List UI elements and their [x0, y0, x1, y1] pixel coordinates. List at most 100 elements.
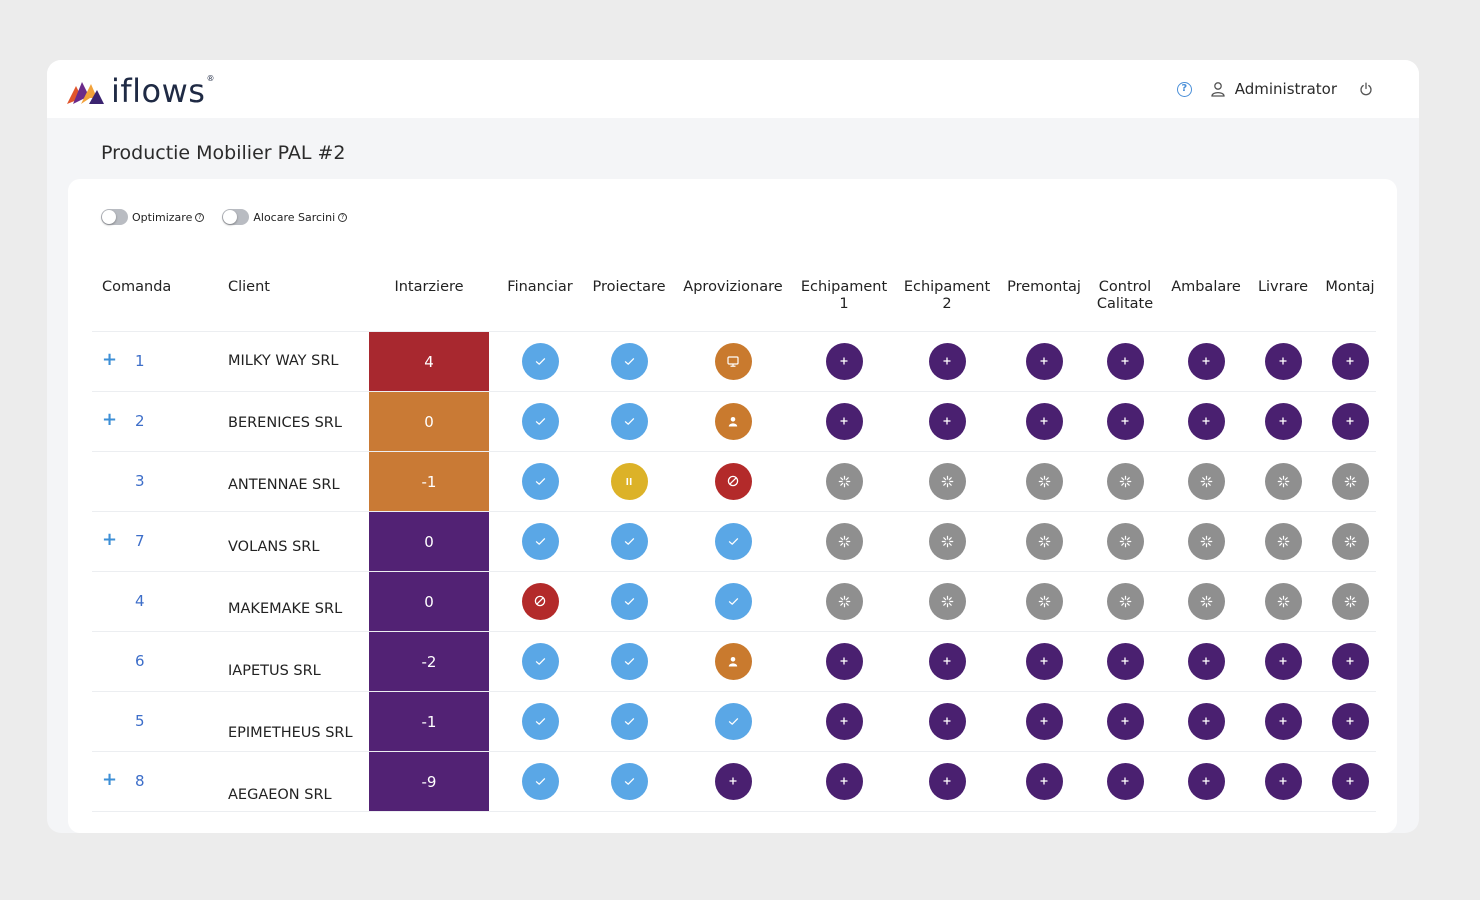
status-waiting-button[interactable] — [825, 522, 863, 560]
status-waiting-button[interactable] — [1187, 522, 1225, 560]
status-done-button[interactable] — [521, 522, 559, 560]
status-waiting-button[interactable] — [928, 522, 966, 560]
alocare-sarcini-toggle[interactable] — [222, 209, 250, 225]
status-waiting-button[interactable] — [1187, 582, 1225, 620]
column-header-step[interactable]: Livrare — [1228, 279, 1338, 296]
status-blocked-button[interactable] — [714, 462, 752, 500]
status-waiting-button[interactable] — [1106, 462, 1144, 500]
status-waiting-button[interactable] — [1025, 462, 1063, 500]
optimizare-help-icon[interactable]: ? — [195, 212, 205, 222]
status-person-button[interactable] — [714, 402, 752, 440]
status-todo-button[interactable] — [1187, 402, 1225, 440]
status-done-button[interactable] — [521, 762, 559, 800]
help-icon[interactable]: ? — [1176, 81, 1192, 97]
status-done-button[interactable] — [610, 582, 648, 620]
status-todo-button[interactable] — [1264, 642, 1302, 680]
status-todo-button[interactable] — [1264, 702, 1302, 740]
status-done-button[interactable] — [610, 642, 648, 680]
status-waiting-button[interactable] — [1264, 522, 1302, 560]
optimizare-toggle[interactable] — [101, 209, 128, 225]
order-number-link[interactable]: 8 — [135, 772, 145, 790]
order-number-link[interactable]: 1 — [135, 352, 145, 370]
status-waiting-button[interactable] — [1331, 522, 1369, 560]
status-waiting-button[interactable] — [1187, 462, 1225, 500]
user-name[interactable]: Administrator — [1234, 80, 1337, 98]
status-waiting-button[interactable] — [825, 582, 863, 620]
column-header-step[interactable]: Ambalare — [1151, 279, 1261, 296]
status-waiting-button[interactable] — [1025, 582, 1063, 620]
status-monitor-button[interactable] — [714, 342, 752, 380]
order-number-link[interactable]: 7 — [135, 532, 145, 550]
status-done-button[interactable] — [521, 462, 559, 500]
status-done-button[interactable] — [610, 402, 648, 440]
status-todo-button[interactable] — [1331, 762, 1369, 800]
status-done-button[interactable] — [714, 582, 752, 620]
order-number-link[interactable]: 6 — [135, 652, 145, 670]
status-todo-button[interactable] — [1264, 402, 1302, 440]
status-todo-button[interactable] — [1025, 402, 1063, 440]
status-todo-button[interactable] — [1106, 342, 1144, 380]
column-header-step[interactable]: Control Calitate — [1070, 279, 1180, 313]
status-todo-button[interactable] — [825, 402, 863, 440]
status-todo-button[interactable] — [1025, 762, 1063, 800]
status-todo-button[interactable] — [1331, 342, 1369, 380]
status-todo-button[interactable] — [1187, 702, 1225, 740]
status-todo-button[interactable] — [1331, 402, 1369, 440]
status-todo-button[interactable] — [928, 402, 966, 440]
status-todo-button[interactable] — [1025, 642, 1063, 680]
status-todo-button[interactable] — [1187, 342, 1225, 380]
order-number-link[interactable]: 4 — [135, 592, 145, 610]
column-header-step[interactable]: Echipament 1 — [789, 279, 899, 313]
status-todo-button[interactable] — [928, 762, 966, 800]
status-todo-button[interactable] — [1264, 342, 1302, 380]
expand-row-button[interactable]: + — [102, 529, 118, 550]
status-todo-button[interactable] — [1106, 642, 1144, 680]
status-waiting-button[interactable] — [1331, 462, 1369, 500]
status-person-button[interactable] — [714, 642, 752, 680]
power-icon[interactable] — [1359, 82, 1373, 96]
status-waiting-button[interactable] — [1106, 522, 1144, 560]
column-header-client[interactable]: Client — [228, 279, 270, 295]
status-done-button[interactable] — [610, 522, 648, 560]
status-todo-button[interactable] — [1187, 642, 1225, 680]
status-waiting-button[interactable] — [1025, 522, 1063, 560]
status-waiting-button[interactable] — [1331, 582, 1369, 620]
column-header-step[interactable]: Aprovizionare — [678, 279, 788, 296]
column-header-comanda[interactable]: Comanda — [102, 279, 172, 295]
status-todo-button[interactable] — [1331, 642, 1369, 680]
expand-row-button[interactable]: + — [102, 349, 118, 370]
status-waiting-button[interactable] — [1264, 462, 1302, 500]
logo[interactable]: iflows ® — [67, 74, 214, 108]
status-done-button[interactable] — [610, 762, 648, 800]
status-todo-button[interactable] — [928, 702, 966, 740]
status-waiting-button[interactable] — [1264, 582, 1302, 620]
status-done-button[interactable] — [521, 702, 559, 740]
alocare-sarcini-help-icon[interactable]: ? — [338, 212, 348, 222]
status-done-button[interactable] — [521, 342, 559, 380]
status-todo-button[interactable] — [1025, 702, 1063, 740]
status-todo-button[interactable] — [1187, 762, 1225, 800]
status-todo-button[interactable] — [1331, 702, 1369, 740]
order-number-link[interactable]: 3 — [135, 472, 145, 490]
status-todo-button[interactable] — [825, 702, 863, 740]
status-waiting-button[interactable] — [928, 582, 966, 620]
status-waiting-button[interactable] — [825, 462, 863, 500]
status-todo-button[interactable] — [825, 642, 863, 680]
status-todo-button[interactable] — [714, 762, 752, 800]
status-done-button[interactable] — [610, 342, 648, 380]
status-todo-button[interactable] — [1025, 342, 1063, 380]
status-todo-button[interactable] — [1106, 402, 1144, 440]
expand-row-button[interactable]: + — [102, 409, 118, 430]
status-todo-button[interactable] — [825, 342, 863, 380]
status-todo-button[interactable] — [825, 762, 863, 800]
column-header-intarziere[interactable]: Intarziere — [394, 279, 464, 295]
status-todo-button[interactable] — [1106, 762, 1144, 800]
status-paused-button[interactable] — [610, 462, 648, 500]
status-todo-button[interactable] — [928, 642, 966, 680]
column-header-step[interactable]: Premontaj — [989, 279, 1099, 296]
status-waiting-button[interactable] — [928, 462, 966, 500]
user-icon[interactable] — [1210, 81, 1226, 97]
status-done-button[interactable] — [521, 402, 559, 440]
column-header-step[interactable]: Financiar — [485, 279, 595, 296]
status-todo-button[interactable] — [1264, 762, 1302, 800]
